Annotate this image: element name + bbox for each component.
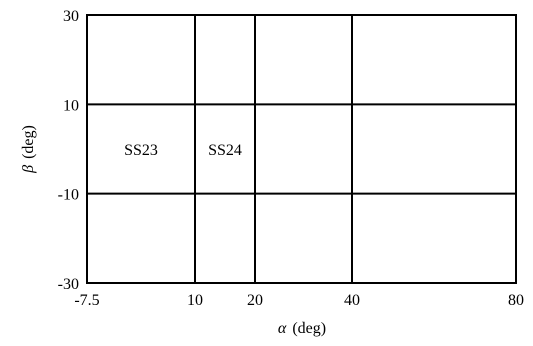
region-label: SS24 <box>208 142 242 159</box>
x-axis-unit: (deg) <box>292 320 326 337</box>
y-tick-label: 30 <box>63 8 79 25</box>
x-tick-label: 20 <box>247 292 263 309</box>
plot-frame <box>86 14 517 284</box>
y-axis-label: β (deg) <box>20 125 37 174</box>
x-tick-label: -7.5 <box>74 292 99 309</box>
y-tick-labels: 30 10 -10 -30 <box>58 8 79 293</box>
y-tick-label: 10 <box>63 97 79 114</box>
y-tick-label: -10 <box>58 187 79 204</box>
x-axis-label: α (deg) <box>278 320 326 337</box>
x-tick-label: 40 <box>344 292 360 309</box>
boundary-lines <box>87 15 516 283</box>
region-label: SS23 <box>124 142 158 159</box>
region-labels: SS23 SS24 <box>124 142 242 159</box>
y-tick-label: -30 <box>58 276 79 293</box>
y-axis-unit: (deg) <box>20 125 37 159</box>
x-tick-label: 80 <box>508 292 524 309</box>
x-tick-label: 10 <box>187 292 203 309</box>
x-axis-symbol: α <box>278 320 287 337</box>
x-tick-labels: -7.5 10 20 40 80 <box>74 292 524 309</box>
y-axis-symbol: β <box>20 165 37 174</box>
